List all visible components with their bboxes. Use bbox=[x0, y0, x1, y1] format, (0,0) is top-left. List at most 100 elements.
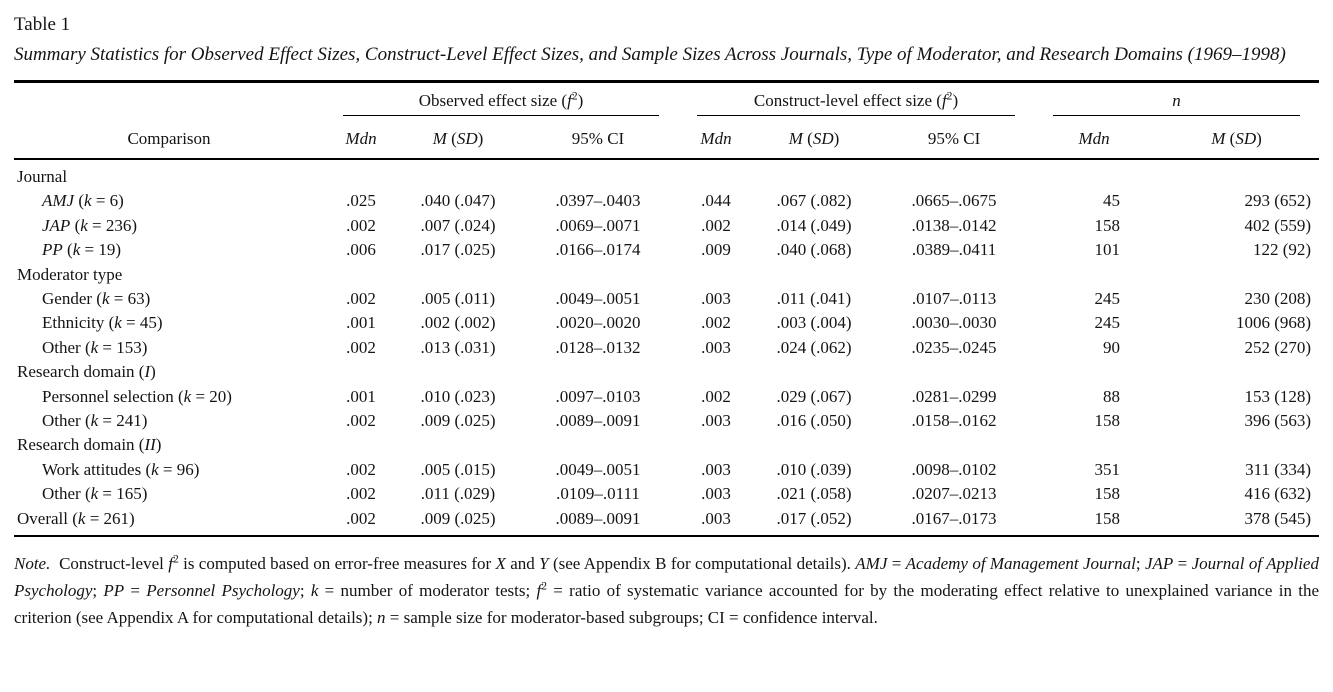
cell: .002 bbox=[346, 508, 376, 528]
col-header-n-mdn: Mdn bbox=[1034, 117, 1155, 160]
cell: .017 (.025) bbox=[420, 240, 496, 260]
row-label: Other (k = 241) bbox=[42, 411, 148, 431]
cell: .0138–.0142 bbox=[911, 215, 997, 235]
cell: 293 (652) bbox=[1244, 191, 1312, 211]
cell: .044 bbox=[701, 191, 731, 211]
cell: .029 (.067) bbox=[776, 386, 852, 406]
table-row: JAP (k = 236) .002 .007 (.024) .0069–.0071.… bbox=[14, 214, 1319, 238]
table-row: Work attitudes (k = 96) .002 .005 (.015) .0… bbox=[14, 458, 1319, 482]
cell: .0097–.0103 bbox=[555, 386, 641, 406]
table-row: Other (k = 241) .002 .009 (.025) .0089–.009… bbox=[14, 409, 1319, 433]
cell: .009 (.025) bbox=[420, 411, 496, 431]
cell: .011 (.029) bbox=[420, 484, 496, 504]
subheader-row: Mdn M (SD) 95% CI Mdn M (SD) 95% CI Mdn … bbox=[14, 117, 1320, 160]
cell: 158 bbox=[1094, 484, 1121, 504]
col-header-n-msd: M (SD) bbox=[1154, 117, 1320, 160]
row-label: Moderator type bbox=[17, 264, 123, 284]
row-label: JAP (k = 236) bbox=[42, 215, 138, 235]
cell: .014 (.049) bbox=[776, 215, 852, 235]
cell: 245 bbox=[1094, 313, 1121, 333]
cell: .007 (.024) bbox=[420, 215, 496, 235]
cell: .002 bbox=[346, 215, 376, 235]
cell: .005 (.011) bbox=[420, 289, 496, 309]
cell: .002 bbox=[346, 459, 376, 479]
cell: .002 bbox=[701, 386, 731, 406]
cell: 45 bbox=[1103, 191, 1121, 211]
cell: .002 bbox=[346, 484, 376, 504]
cell: .009 (.025) bbox=[420, 508, 496, 528]
cell: 252 (270) bbox=[1244, 337, 1312, 357]
cell: .0098–.0102 bbox=[911, 459, 997, 479]
cell: 153 (128) bbox=[1244, 386, 1312, 406]
cell: .003 bbox=[701, 484, 731, 504]
cell: .0049–.0051 bbox=[555, 289, 641, 309]
cell: .021 (.058) bbox=[776, 484, 852, 504]
cell: .0281–.0299 bbox=[911, 386, 997, 406]
row-label: Gender (k = 63) bbox=[42, 289, 151, 309]
row-label: AMJ (k = 6) bbox=[42, 191, 124, 211]
cell: 158 bbox=[1094, 411, 1121, 431]
cell: 101 bbox=[1094, 240, 1121, 260]
table-note: Note. Construct-level f2 is computed bas… bbox=[14, 552, 1319, 628]
table-row: PP (k = 19) .006 .017 (.025) .0166–.0174 .00… bbox=[14, 238, 1319, 262]
cell: .011 (.041) bbox=[776, 289, 852, 309]
cell: 158 bbox=[1094, 215, 1121, 235]
cell: .001 bbox=[346, 313, 376, 333]
cell: .0069–.0071 bbox=[555, 215, 641, 235]
col-header-observed-ci: 95% CI bbox=[518, 117, 679, 160]
table-row: Other (k = 165) .002 .011 (.029) .0109–.011… bbox=[14, 482, 1319, 506]
table-row: Journal bbox=[14, 159, 1319, 189]
cell: 1006 (968) bbox=[1235, 313, 1312, 333]
cell: 402 (559) bbox=[1244, 215, 1312, 235]
cell: .006 bbox=[346, 240, 376, 260]
table-caption: Summary Statistics for Observed Effect S… bbox=[14, 44, 1286, 65]
row-label: Other (k = 165) bbox=[42, 484, 148, 504]
table-row: Gender (k = 63) .002 .005 (.011) .0049–.005… bbox=[14, 287, 1319, 311]
cell: .0020–.0020 bbox=[555, 313, 641, 333]
table-row: Moderator type bbox=[14, 263, 1319, 287]
cell: .003 bbox=[701, 289, 731, 309]
cell: .002 bbox=[346, 411, 376, 431]
cell: .0158–.0162 bbox=[911, 411, 997, 431]
row-label: PP (k = 19) bbox=[42, 240, 121, 260]
cell: .040 (.068) bbox=[776, 240, 852, 260]
cell: .003 bbox=[701, 508, 731, 528]
spanner-n-label: n bbox=[1053, 91, 1301, 116]
cell: .003 (.004) bbox=[776, 313, 852, 333]
cell: .0049–.0051 bbox=[555, 459, 641, 479]
cell: .0089–.0091 bbox=[555, 411, 641, 431]
cell: .010 (.023) bbox=[420, 386, 496, 406]
spanner-observed-label: Observed effect size (f2) bbox=[343, 90, 660, 116]
cell: .0030–.0030 bbox=[911, 313, 997, 333]
row-label: Research domain (I) bbox=[17, 362, 156, 382]
cell: .0389–.0411 bbox=[911, 240, 997, 260]
row-label: Other (k = 153) bbox=[42, 337, 148, 357]
table-row: Research domain (II) bbox=[14, 433, 1319, 457]
col-header-construct-mdn: Mdn bbox=[678, 117, 755, 160]
cell: .0166–.0174 bbox=[555, 240, 641, 260]
cell: 351 bbox=[1094, 459, 1121, 479]
row-label: Journal bbox=[17, 167, 68, 186]
table-row: Research domain (I) bbox=[14, 360, 1319, 384]
cell: .016 (.050) bbox=[776, 411, 852, 431]
cell: .002 bbox=[346, 337, 376, 357]
cell: .002 bbox=[701, 313, 731, 333]
cell: .003 bbox=[701, 411, 731, 431]
cell: .010 (.039) bbox=[776, 459, 852, 479]
cell: 230 (208) bbox=[1244, 289, 1312, 309]
col-header-observed-msd: M (SD) bbox=[398, 117, 518, 160]
col-header-observed-mdn: Mdn bbox=[324, 117, 398, 160]
table-row: Overall (k = 261) .002 .009 (.025) .0089–.0… bbox=[14, 507, 1319, 536]
spanner-row: Comparison Observed effect size (f2) Con… bbox=[14, 81, 1319, 160]
cell: .067 (.082) bbox=[776, 191, 852, 211]
col-header-construct-msd: M (SD) bbox=[754, 117, 875, 160]
cell: .0128–.0132 bbox=[555, 337, 641, 357]
spanner-construct-label: Construct-level effect size (f2) bbox=[697, 90, 1016, 116]
cell: .0207–.0213 bbox=[911, 484, 997, 504]
spanner-construct: Construct-level effect size (f2) bbox=[678, 82, 1034, 118]
cell: .0089–.0091 bbox=[555, 508, 641, 528]
cell: .001 bbox=[346, 386, 376, 406]
cell: .005 (.015) bbox=[420, 459, 496, 479]
table-row: Other (k = 153) .002 .013 (.031) .0128–.013… bbox=[14, 336, 1319, 360]
cell: .003 bbox=[701, 337, 731, 357]
